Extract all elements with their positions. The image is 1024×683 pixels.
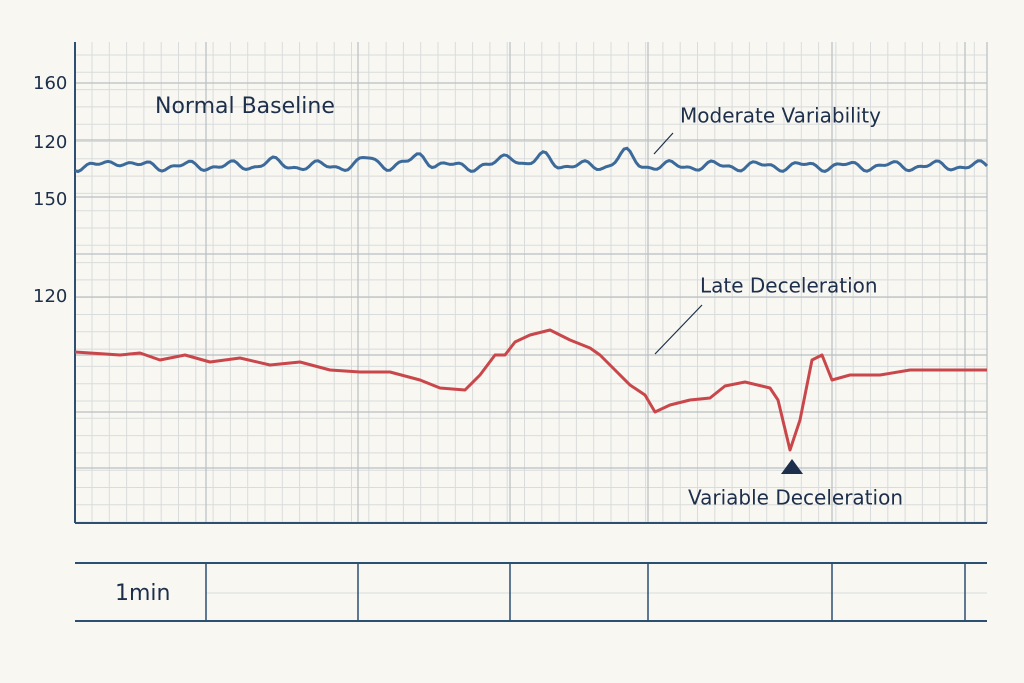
annotation: Moderate Variability bbox=[680, 104, 881, 128]
y-label: 160 bbox=[33, 73, 67, 94]
arrow bbox=[653, 132, 674, 155]
y-label: 120 bbox=[33, 132, 67, 153]
annotation: Late Deceleration bbox=[700, 274, 878, 298]
arrow bbox=[654, 304, 703, 355]
deceleration-trace bbox=[74, 328, 987, 452]
time-scale: 1min bbox=[115, 581, 170, 606]
annotation: Variable Deceleration bbox=[688, 486, 903, 510]
time-strip bbox=[75, 562, 987, 622]
title: Normal Baseline bbox=[155, 94, 335, 119]
baseline-trace bbox=[74, 146, 989, 174]
grid bbox=[75, 42, 988, 523]
y-label: 150 bbox=[33, 189, 67, 210]
marker bbox=[781, 459, 803, 474]
y-label: 120 bbox=[33, 286, 67, 307]
